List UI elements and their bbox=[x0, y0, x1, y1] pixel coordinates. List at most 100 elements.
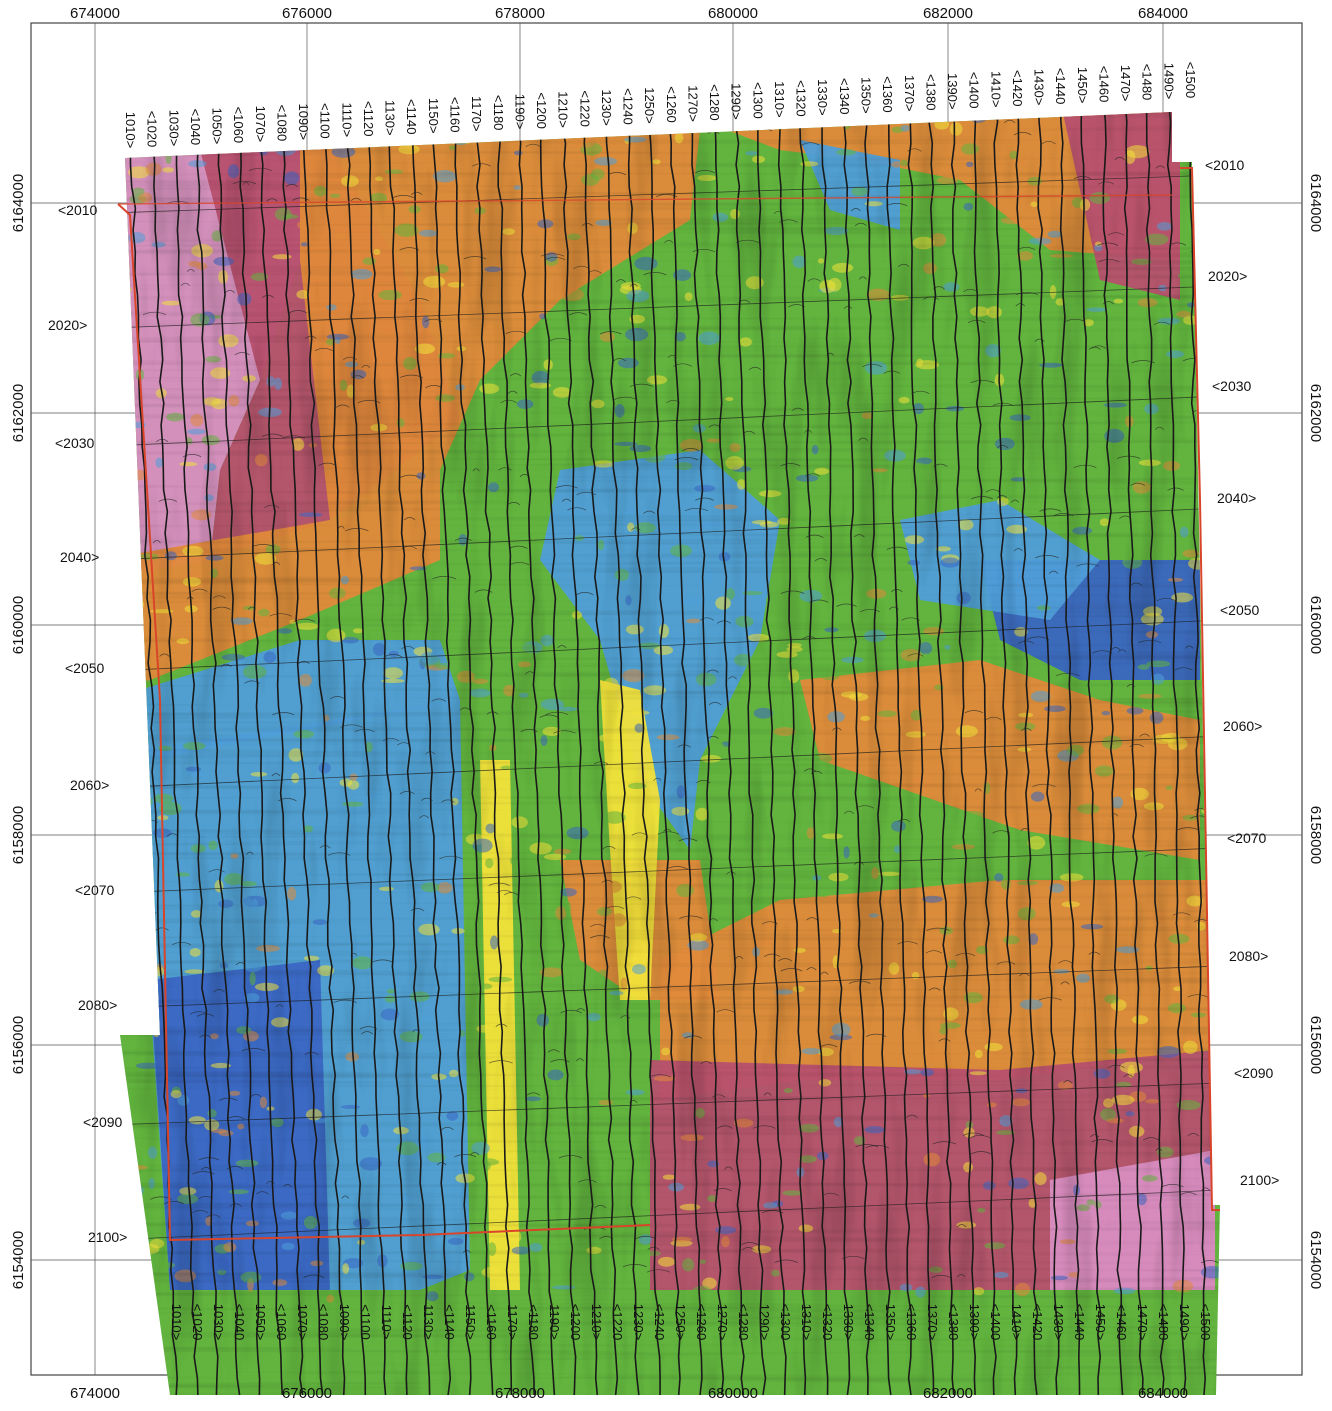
bottom-flight-line-label: 1370> bbox=[925, 1304, 940, 1341]
contour-segment bbox=[599, 1236, 614, 1240]
contour-segment bbox=[472, 468, 480, 472]
x-tick-bottom-label: 680000 bbox=[708, 1385, 758, 1402]
contour-segment bbox=[962, 1132, 984, 1136]
top-flight-line-label: 1110> bbox=[339, 103, 354, 138]
contour-segment bbox=[399, 374, 424, 378]
contour-segment bbox=[200, 1167, 212, 1171]
contour-segment bbox=[740, 1242, 759, 1246]
top-flight-line-label: 1210> bbox=[556, 91, 571, 128]
flight-line bbox=[194, 112, 242, 1395]
contour-segment bbox=[285, 184, 299, 188]
top-flight-line-label: 1450> bbox=[1075, 67, 1090, 104]
contour-segment bbox=[305, 335, 317, 339]
contour-segment bbox=[594, 1205, 607, 1209]
contour-segment bbox=[1013, 132, 1032, 136]
contour-segment bbox=[540, 253, 565, 257]
contour-segment bbox=[589, 935, 610, 939]
contour-segment bbox=[724, 1166, 733, 1170]
contour-segment bbox=[1139, 733, 1150, 737]
contour-segment bbox=[806, 917, 818, 921]
contour-segment bbox=[897, 941, 918, 945]
contour-segment bbox=[777, 958, 793, 962]
bottom-flight-line-label: <1360 bbox=[904, 1304, 919, 1341]
contour-segment bbox=[425, 751, 436, 755]
top-flight-line-label: <1340 bbox=[837, 78, 852, 115]
contour-segment bbox=[970, 1151, 992, 1155]
top-flight-line-label: 1270> bbox=[685, 85, 700, 122]
bottom-flight-line-label: 1030> bbox=[211, 1304, 226, 1341]
contour-segment bbox=[558, 1155, 583, 1159]
contour-segment bbox=[164, 1201, 184, 1205]
anomaly-blob bbox=[1037, 112, 1052, 115]
contour-segment bbox=[234, 352, 250, 356]
contour-segment bbox=[1123, 1074, 1134, 1078]
anomaly-blob bbox=[120, 613, 135, 625]
contour-segment bbox=[549, 337, 572, 342]
anomaly-blob bbox=[121, 492, 137, 499]
contour-segment bbox=[198, 1157, 220, 1161]
contour-segment bbox=[275, 1004, 283, 1008]
contour-segment bbox=[1117, 649, 1127, 653]
anomaly-blob bbox=[123, 980, 134, 991]
contour-segment bbox=[500, 399, 517, 403]
y-tick-right-label: 6154000 bbox=[1307, 1231, 1324, 1289]
bottom-flight-line-labels: 1010> <1020 1030> <1040 1050> <1060 1070> <1080… bbox=[169, 1304, 1213, 1341]
contour-segment bbox=[615, 279, 626, 283]
flight-line bbox=[1189, 112, 1207, 1395]
tie-line bbox=[120, 735, 1220, 789]
contour-segment bbox=[1185, 645, 1194, 649]
contour-segment bbox=[459, 707, 471, 711]
contour-segment bbox=[1058, 960, 1073, 964]
contour-segment bbox=[567, 507, 587, 511]
flight-line bbox=[367, 112, 408, 1395]
contour-segment bbox=[898, 818, 911, 822]
contour-segment bbox=[212, 606, 231, 610]
contour-segment bbox=[1138, 639, 1162, 644]
tie-right-label: 2040> bbox=[1217, 490, 1256, 506]
contour-segment bbox=[907, 653, 924, 657]
contour-segment bbox=[269, 613, 292, 617]
tie-left-label: <2070 bbox=[75, 882, 115, 898]
flight-line bbox=[583, 112, 619, 1395]
tie-right-label: 2080> bbox=[1229, 948, 1268, 964]
contour-segment bbox=[1092, 650, 1113, 654]
contour-segment bbox=[613, 396, 638, 401]
bottom-flight-line-label: 1350> bbox=[883, 1304, 898, 1341]
contour-segment bbox=[333, 999, 357, 1003]
contour-segment bbox=[957, 1224, 967, 1228]
contour-segment bbox=[283, 1184, 292, 1188]
tie-right-label: <2090 bbox=[1234, 1065, 1274, 1081]
contour-segment bbox=[330, 146, 341, 150]
contour-segment bbox=[974, 788, 982, 792]
contour-segment bbox=[242, 181, 250, 185]
anomaly-blob bbox=[1205, 193, 1220, 200]
top-flight-line-label: <1220 bbox=[577, 90, 592, 127]
contour-segment bbox=[1108, 232, 1124, 236]
contour-segment bbox=[526, 1092, 541, 1096]
contour-segment bbox=[409, 298, 429, 302]
contour-segment bbox=[996, 495, 1008, 499]
right-tie-line-labels: <2010 2020> <2030 2040> <2050 2060> <2070 2080>… bbox=[1205, 157, 1279, 1188]
contour-segment bbox=[578, 1179, 597, 1183]
contour-segment bbox=[1207, 329, 1220, 334]
anomaly-blob bbox=[120, 637, 131, 647]
contour-segment bbox=[505, 330, 527, 335]
contour-segment bbox=[189, 1011, 208, 1015]
contour-segment bbox=[854, 222, 867, 227]
contour-segment bbox=[853, 534, 865, 538]
contour-segment bbox=[664, 239, 674, 244]
contour-segment bbox=[985, 489, 1000, 493]
contour-segment bbox=[1073, 176, 1092, 180]
contour-segment bbox=[643, 272, 667, 276]
flight-line bbox=[302, 112, 346, 1395]
contour-segment bbox=[706, 669, 719, 673]
contour-segment bbox=[713, 1188, 732, 1192]
contour-segment bbox=[885, 203, 908, 207]
top-flight-line-label: <1020 bbox=[145, 111, 160, 148]
contour-segment bbox=[805, 534, 824, 538]
contour-segment bbox=[440, 799, 455, 803]
anomaly-blob bbox=[1204, 296, 1220, 304]
anomaly-blob bbox=[122, 848, 143, 861]
contour-segment bbox=[1035, 555, 1059, 559]
y-axis-left-labels: 6164000 6162000 6160000 6158000 6156000 61540… bbox=[10, 174, 27, 1289]
